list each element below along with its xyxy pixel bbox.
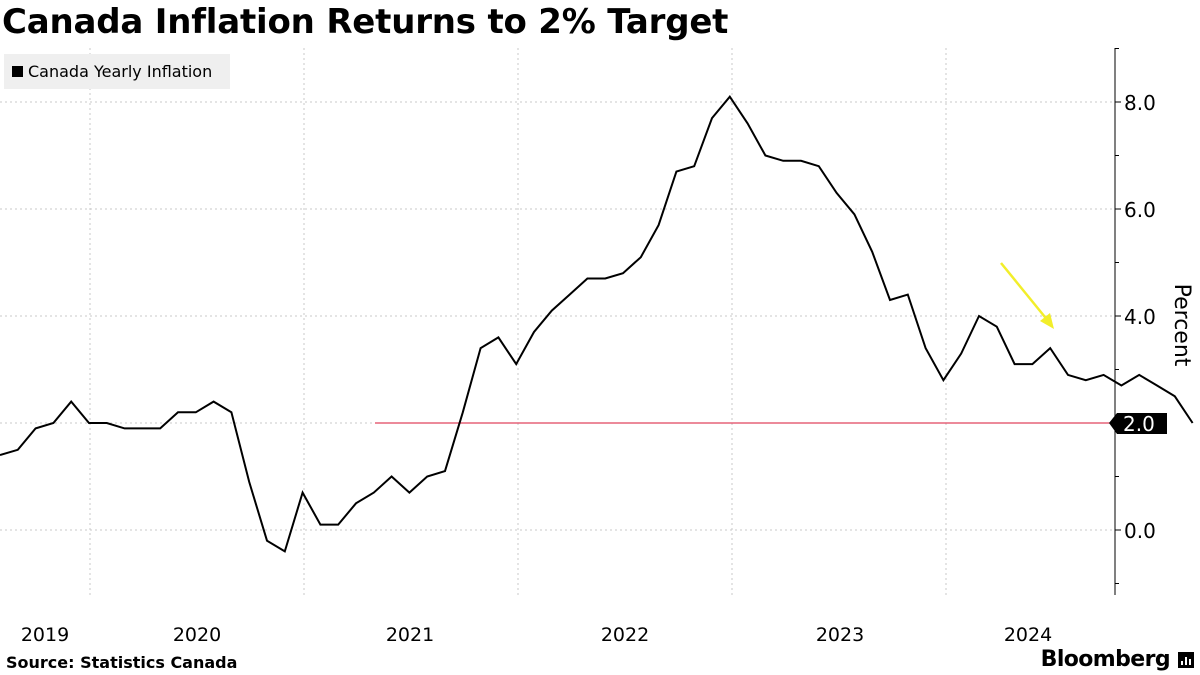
x-axis: 2019 2020 2021 2022 2023 2024: [21, 624, 1052, 646]
legend-label: Canada Yearly Inflation: [28, 62, 213, 81]
x-tick-label: 2024: [1004, 624, 1052, 646]
terminal-icon: [1178, 651, 1194, 668]
y-tick-label: 8.0: [1124, 91, 1156, 115]
last-value-label: 2.0: [1109, 412, 1167, 436]
source-note: Source: Statistics Canada: [6, 653, 238, 672]
x-tick-label: 2022: [601, 624, 649, 646]
chart-title: Canada Inflation Returns to 2% Target: [2, 2, 729, 42]
y-axis: 0.0 4.0 6.0 8.0: [1114, 48, 1156, 595]
x-tick-label: 2021: [386, 624, 434, 646]
y-tick-label: 0.0: [1124, 519, 1156, 543]
y-axis-label: Percent: [1169, 284, 1194, 367]
x-tick-label: 2019: [21, 624, 69, 646]
x-tick-label: 2023: [816, 624, 864, 646]
y-tick-label: 6.0: [1124, 198, 1156, 222]
series-line-canada-yearly-inflation: [0, 95, 1194, 553]
x-tick-label: 2020: [173, 624, 221, 646]
legend: Canada Yearly Inflation: [4, 54, 230, 89]
legend-swatch: [12, 66, 23, 77]
grid-lines: [0, 48, 1115, 595]
brand-logo: Bloomberg: [1041, 647, 1194, 672]
brand-wordmark: Bloomberg: [1040, 647, 1171, 672]
last-value-text: 2.0: [1123, 412, 1155, 436]
y-tick-label: 4.0: [1124, 305, 1156, 329]
down-arrow-annotation: [1000, 262, 1054, 329]
